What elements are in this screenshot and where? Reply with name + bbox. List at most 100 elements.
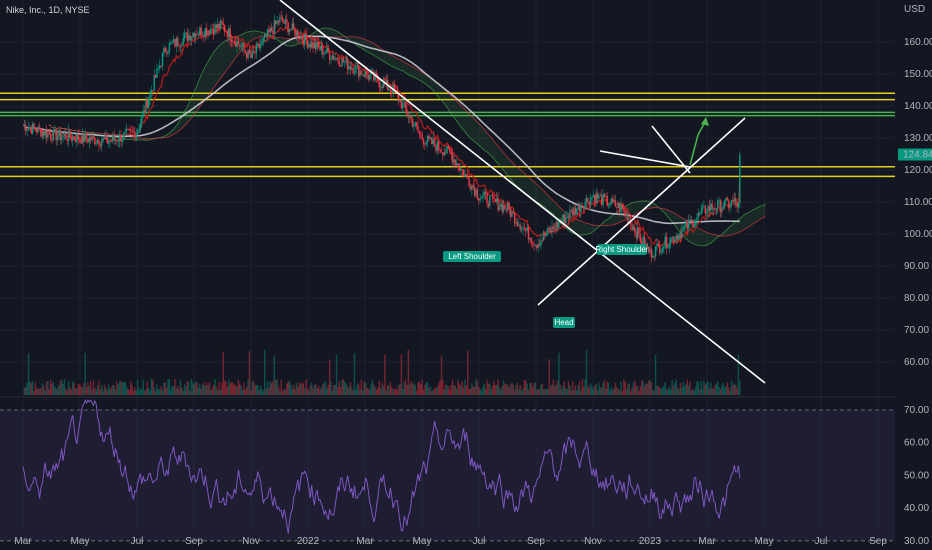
candle-body <box>210 28 212 34</box>
candle-body <box>319 46 321 51</box>
volume-bar <box>574 384 577 395</box>
volume-bar <box>355 389 357 395</box>
volume-bar <box>351 387 353 395</box>
volume-bar <box>275 379 277 395</box>
volume-bar <box>380 388 382 395</box>
volume-bar <box>630 390 632 395</box>
volume-bar <box>661 386 664 395</box>
volume-bar <box>400 353 403 395</box>
candle-body <box>728 200 730 208</box>
volume-bar <box>185 386 187 395</box>
candle-body <box>80 139 82 144</box>
candle-body <box>204 28 207 37</box>
candle-body <box>522 227 524 229</box>
volume-bar <box>326 388 328 395</box>
candle-body <box>468 179 470 187</box>
candle-body <box>377 76 379 83</box>
candle-body <box>436 141 439 152</box>
candle-body <box>301 35 303 40</box>
volume-bar <box>174 379 176 395</box>
volume-bar <box>566 389 568 395</box>
candle-body <box>424 144 426 145</box>
candle-body <box>334 58 336 60</box>
volume-bar <box>567 381 570 395</box>
volume-bar <box>38 388 41 395</box>
volume-bar <box>295 383 298 395</box>
volume-bar <box>393 389 396 395</box>
candle-body <box>631 224 633 231</box>
candle-body <box>607 205 610 206</box>
candle-body <box>426 135 429 142</box>
volume-bar <box>603 380 606 395</box>
volume-bar <box>556 380 559 395</box>
candle-body <box>435 145 437 152</box>
volume-bar <box>323 383 325 395</box>
volume-bar <box>205 382 208 395</box>
volume-bar <box>688 385 690 395</box>
candle-body <box>201 34 204 36</box>
candle-body <box>605 195 607 197</box>
volume-bar <box>449 389 451 395</box>
candle-body <box>200 27 202 36</box>
volume-bar <box>150 379 153 395</box>
candle-body <box>672 236 675 243</box>
volume-bar <box>118 381 121 395</box>
volume-bar <box>403 382 405 395</box>
volume-bar <box>717 381 719 395</box>
time-axis[interactable]: Mar May Jul Sep Nov 2022 Mar May Jul Sep Nov 2023 Ma… <box>14 536 887 547</box>
volume-bar <box>414 385 416 395</box>
candle-body <box>89 137 92 141</box>
volume-bar <box>170 389 172 395</box>
candle-body <box>40 128 42 137</box>
volume-bar <box>293 384 295 395</box>
candle-body <box>681 230 683 239</box>
candle-body <box>599 195 602 197</box>
candle-body <box>399 99 401 102</box>
volume-bar <box>25 387 27 395</box>
volume-bar <box>676 387 679 395</box>
volume-bar <box>378 380 381 395</box>
candle-body <box>595 193 597 203</box>
volume-bar <box>681 387 683 395</box>
volume-bar <box>37 389 39 395</box>
time-tick: May <box>413 536 432 547</box>
candle-body <box>154 75 157 78</box>
candles <box>23 11 741 263</box>
volume-bar <box>109 389 111 395</box>
candle-body <box>544 232 546 236</box>
candle-body <box>718 199 720 201</box>
candle-body <box>105 135 107 139</box>
candle-body <box>175 38 178 47</box>
candle-body <box>425 141 427 145</box>
candle-body <box>56 136 59 141</box>
candle-body <box>548 227 550 230</box>
rsi-band-fill <box>0 410 895 541</box>
candle-body <box>469 186 472 190</box>
candle-body <box>317 41 320 47</box>
volume-bar <box>389 381 392 395</box>
volume-bar <box>607 382 610 395</box>
volume-bar <box>585 349 588 395</box>
candle-body <box>697 212 700 218</box>
volume-bar <box>516 382 519 395</box>
candle-body <box>23 124 26 126</box>
price-axis[interactable]: 160.00 150.00 140.00 130.00 120.00 110.00 100.… <box>898 37 932 547</box>
volume-bar <box>469 388 472 395</box>
annotation-label: Left Shoulder <box>448 252 496 261</box>
last-price-badge <box>898 148 932 161</box>
volume-bar <box>641 380 643 395</box>
candle-body <box>451 154 454 163</box>
candle-body <box>712 208 715 210</box>
candle-body <box>60 136 63 140</box>
volume-bar <box>112 385 114 395</box>
volume-bar <box>508 387 510 395</box>
volume-bar <box>498 387 501 395</box>
volume-bar <box>614 382 617 395</box>
volume-bar <box>81 387 84 395</box>
volume-bar <box>396 389 398 395</box>
volume-bar <box>544 389 546 395</box>
volume-bar <box>331 390 334 395</box>
volume-bar <box>240 385 242 395</box>
candle-body <box>244 49 247 53</box>
volume-bar <box>409 384 411 395</box>
